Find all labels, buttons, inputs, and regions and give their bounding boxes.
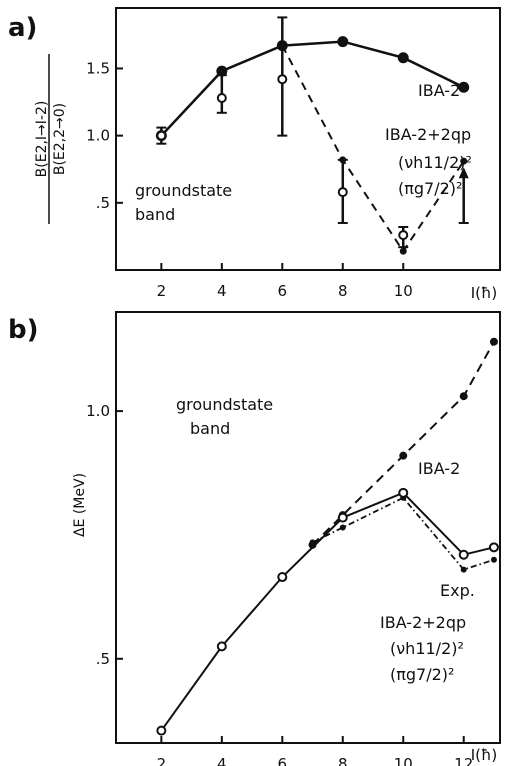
- panel-a-ylabel-denominator: B(E2,2→0): [52, 103, 68, 175]
- panel-a: a) B(E2,I→I-2) B(E2,2→0) 2 4 6 8 10 I(ħ) 1.0…: [8, 8, 500, 302]
- panel-b-note-line1: groundstate: [176, 395, 273, 414]
- panel-a-y-tick-label: 1.0: [86, 127, 110, 145]
- panel-a-config-pi-g: (πg7/2)²: [398, 179, 462, 198]
- panel-b-iba2-2qp-point: [461, 567, 466, 572]
- panel-b-x-tick-label: 4: [217, 755, 227, 766]
- panel-a-x-ticks: 2 4 6 8 10: [157, 263, 413, 300]
- panel-b-exp-point: [157, 727, 165, 735]
- panel-a-note-line2: band: [135, 205, 175, 224]
- panel-a-xlabel: I(ħ): [471, 284, 498, 302]
- panel-a-x-tick-label: 8: [338, 282, 348, 300]
- panel-a-ylabel-numerator: B(E2,I→I-2): [34, 101, 50, 178]
- panel-b-config-pi-g: (πg7/2)²: [390, 665, 454, 684]
- panel-b-config-nu-h: (νh11/2)²: [390, 639, 464, 658]
- panel-a-y-ticks: 1.0 1.5 .5: [86, 59, 123, 211]
- panel-b-iba2-point: [460, 393, 467, 400]
- panel-a-exp-point: [399, 231, 407, 239]
- panel-a-label: a): [8, 13, 37, 43]
- panel-b-exp-point: [278, 573, 286, 581]
- panel-a-exp-point: [339, 188, 347, 196]
- panel-a-note-line1: groundstate: [135, 181, 232, 200]
- panel-b-series-label-iba2-2qp: IBA-2+2qp: [380, 613, 466, 632]
- panel-a-exp-point: [157, 132, 165, 140]
- panel-a-series-label-iba2-2qp: IBA-2+2qp: [385, 125, 471, 144]
- panel-a-x-tick-label: 10: [394, 282, 413, 300]
- panel-a-y-tick-label: .5: [96, 194, 110, 212]
- panel-b-series-label-iba2: IBA-2: [418, 459, 460, 478]
- panel-b-iba2-point: [400, 452, 407, 459]
- panel-b-iba2-2qp-point: [491, 557, 496, 562]
- panel-b-ylabel: ΔE (MeV): [72, 473, 88, 537]
- panel-b-x-ticks: 2 4 6 8 10 12: [157, 736, 474, 766]
- panel-b-x-tick-label: 8: [338, 755, 348, 766]
- panel-a-x-tick-label: 6: [278, 282, 288, 300]
- panel-b-iba2-point: [490, 338, 497, 345]
- panel-b-series-label-exp: Exp.: [440, 581, 475, 600]
- panel-b-iba2-2qp-line: [313, 498, 495, 570]
- panel-b-xlabel: I(ħ): [471, 746, 498, 764]
- panel-a-exp-point: [218, 94, 226, 102]
- panel-a-y-tick-label: 1.5: [86, 59, 110, 77]
- panel-b-label: b): [8, 315, 39, 345]
- panel-b-exp-point: [490, 543, 498, 551]
- panel-b-x-tick-label: 10: [394, 755, 413, 766]
- panel-a-iba2-2qp-point: [400, 248, 406, 254]
- panel-a-x-tick-label: 4: [217, 282, 227, 300]
- panel-b-note-line2: band: [190, 419, 230, 438]
- panel-b-exp-line: [161, 493, 494, 731]
- panel-b-y-ticks: 1.0 .5: [86, 402, 123, 668]
- panel-a-series-label-iba2: IBA-2: [418, 81, 460, 100]
- panel-b-iba2-2qp-point: [340, 525, 345, 530]
- panel-a-iba2-2qp-line: [282, 46, 463, 252]
- panel-b-exp-point: [218, 642, 226, 650]
- panel-a-exp-point: [278, 75, 286, 83]
- panel-b-exp-point: [339, 514, 347, 522]
- panel-a-iba2-point: [338, 37, 348, 47]
- panel-a-x-tick-label: 2: [157, 282, 167, 300]
- panel-b-iba2-2qp-point: [310, 540, 315, 545]
- panel-b: b) ΔE (MeV) 2 4 6 8 10 12 I(ħ) 1.0.5 IBA-2 Ex…: [8, 312, 500, 766]
- panel-a-config-nu-h: (νh11/2)²: [398, 153, 472, 172]
- panel-b-y-tick-label: .5: [96, 650, 110, 668]
- panel-b-x-tick-label: 2: [157, 755, 167, 766]
- panel-b-x-tick-label: 6: [278, 755, 288, 766]
- panel-a-iba2-point: [398, 53, 408, 63]
- panel-b-exp-point: [399, 489, 407, 497]
- panel-b-exp-point: [460, 551, 468, 559]
- panel-b-y-tick-label: 1.0: [86, 402, 110, 420]
